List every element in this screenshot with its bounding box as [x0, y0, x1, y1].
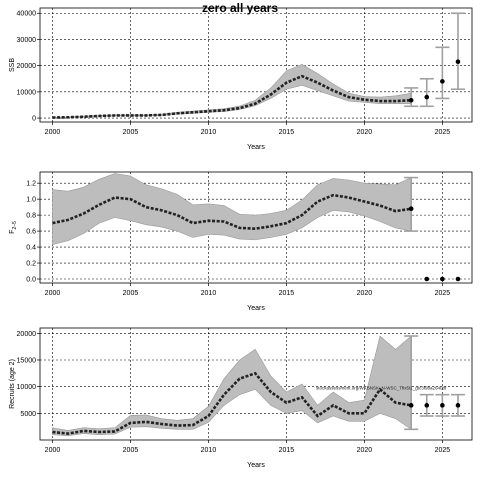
f-ytick-label-4: 0.8: [26, 213, 36, 220]
ssb-ytick-label-4: 40000: [17, 11, 37, 18]
f-plot-frame: [39, 171, 473, 284]
f-xtick-label-4: 2020: [357, 290, 373, 297]
f-xtick-label-1: 2005: [123, 290, 139, 297]
ssb-panel: 2000 2005 2010 2015 2020 2025 0 10000 20000 30000…: [9, 7, 473, 151]
ssb-xtick-label-1: 2005: [123, 129, 139, 136]
ssb-projection-2023: [404, 87, 419, 108]
ssb-projection-point-2026: [455, 59, 461, 65]
ssb-plot-frame: [39, 7, 473, 123]
ssb-xtick-label-5: 2025: [435, 129, 451, 136]
f-projection-2024: [424, 276, 430, 282]
recruits-xtick-label-0: 2000: [45, 447, 61, 454]
recruits-xtick-label-4: 2020: [357, 447, 373, 454]
f-projection-point-2025: [440, 276, 445, 282]
recruits-projection-2026: [450, 393, 465, 417]
f-xtick-label-2: 2010: [201, 290, 217, 297]
ssb-projection-2024: [419, 77, 434, 108]
recruits-projection-2024: [419, 393, 434, 417]
ssb-xtick-label-0: 2000: [45, 129, 61, 136]
recruits-projection-2025: [435, 393, 450, 417]
recruits-xtick-label-3: 2015: [279, 447, 295, 454]
ssb-ytick-label-1: 10000: [17, 89, 37, 96]
f-yaxis-label: F2–5: [9, 221, 18, 234]
ssb-xtick-label-4: 2020: [357, 129, 373, 136]
ssb-xtick-label-3: 2015: [279, 129, 295, 136]
f-ytick-label-6: 1.2: [26, 181, 36, 188]
f-ytick-label-2: 0.4: [26, 245, 36, 252]
recruits-xtick-label-1: 2005: [123, 447, 139, 454]
recruits-ytick-label-3: 20000: [17, 331, 37, 338]
f-ytick-label-1: 0.2: [26, 261, 36, 268]
recruits-projection-point-2026: [455, 403, 461, 408]
f-yaxis-label-subscript: 2–5: [12, 221, 18, 230]
recruits-ytick-label-1: 10000: [17, 384, 37, 391]
f-projection-2023: [404, 176, 419, 232]
ssb-projection-point-2025: [440, 79, 445, 84]
recruits-xtick-label-5: 2025: [435, 447, 451, 454]
f-xtick-label-0: 2000: [45, 290, 61, 297]
f-projection-point-2023: [408, 206, 414, 212]
f-median-line: [52, 193, 412, 231]
recruits-plot-frame: [39, 327, 473, 441]
ssb-projection-point-2024: [424, 94, 430, 100]
ssb-ytick-label-0: 0: [32, 116, 36, 123]
recruits-yaxis-label: Recruits (age 2): [9, 359, 16, 409]
recruits-panel: 2000 2005 2010 2015 2020 2025 5000 10000 15000 20…: [9, 327, 473, 469]
f-ytick-label-5: 1.0: [26, 197, 36, 204]
ssb-median-line: [52, 74, 412, 119]
ssb-xaxis-label: Years: [247, 144, 265, 151]
f-confidence-band: [52, 173, 412, 246]
f-projection-point-2026: [455, 276, 461, 282]
f-ytick-label-0: 0.0: [26, 277, 36, 284]
f-panel: 2000 2005 2010 2015 2020 2025 0.0 0.2 0.4 0.6 0.8 1…: [9, 171, 473, 312]
f-xtick-label-3: 2015: [279, 290, 295, 297]
recruits-projection-point-2025: [440, 403, 445, 408]
recruits-ytick-label-2: 15000: [17, 358, 37, 365]
ssb-ytick-label-2: 20000: [17, 63, 37, 70]
ssb-ytick-label-3: 30000: [17, 37, 37, 44]
recruits-annotation: stockassessment.org/WKBNSK_N-WSC_Tfix5t1…: [316, 385, 447, 390]
ssb-yaxis-label: SSB: [9, 58, 16, 72]
f-projection-point-2024: [424, 276, 430, 282]
ssb-projection-point-2023: [408, 97, 414, 103]
f-projection-2025: [440, 276, 445, 282]
recruits-projection-2023: [404, 335, 419, 431]
f-projection-2026: [455, 276, 461, 282]
f-ytick-label-3: 0.6: [26, 229, 36, 236]
recruits-median-line: [52, 371, 412, 435]
ssb-xtick-label-2: 2010: [201, 129, 217, 136]
recruits-projection-point-2024: [424, 403, 430, 408]
ssb-projection-2026: [450, 12, 465, 91]
ssb-projection-2025: [435, 46, 450, 100]
recruits-xaxis-label: Years: [247, 462, 265, 469]
recruits-ytick-label-0: 5000: [20, 411, 36, 418]
f-xtick-label-5: 2025: [435, 290, 451, 297]
recruits-projection-point-2023: [408, 403, 414, 408]
f-xaxis-label: Years: [247, 305, 265, 312]
recruits-xtick-label-2: 2010: [201, 447, 217, 454]
